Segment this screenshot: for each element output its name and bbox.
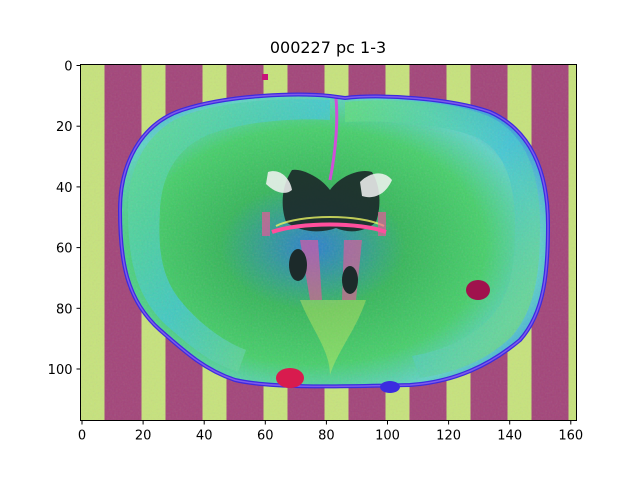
commissure-yellow (275, 216, 385, 227)
left-horn-highlight (266, 171, 292, 193)
x-tick-label: 20 (135, 429, 152, 444)
y-tick-label: 80 (56, 302, 73, 317)
y-tick-label: 0 (64, 60, 72, 75)
x-tick-label: 100 (375, 429, 400, 444)
x-tick-label: 160 (558, 429, 583, 444)
lower-yellow-region (300, 300, 366, 375)
x-tick-label: 140 (497, 429, 522, 444)
central-structure (262, 169, 392, 375)
right-pink-edge (378, 212, 386, 236)
y-axis: 0 20 40 60 80 100 (48, 60, 81, 378)
y-tick-label: 40 (56, 181, 73, 196)
bottom-red-blob (276, 368, 304, 388)
tissue-noise (120, 94, 548, 387)
right-red-blob (466, 280, 490, 300)
commissure-pink (271, 222, 387, 234)
x-tick-label: 120 (436, 429, 461, 444)
brain-section (118, 74, 550, 393)
x-tick-label: 0 (78, 429, 86, 444)
right-dark-nucleus (342, 266, 358, 294)
x-tick-label: 40 (196, 429, 213, 444)
right-horn-highlight (360, 173, 392, 198)
x-axis: 0 20 40 60 80 100 120 140 160 (78, 420, 583, 444)
top-dot (262, 74, 268, 80)
midline (328, 97, 339, 181)
plot-title: 000227 pc 1-3 (270, 38, 386, 57)
left-tract (300, 240, 322, 300)
image-area (80, 64, 577, 421)
left-dark-nucleus (289, 249, 307, 281)
left-pink-edge (262, 212, 270, 236)
x-tick-label: 60 (257, 429, 274, 444)
y-tick-label: 20 (56, 120, 73, 135)
x-tick-label: 80 (318, 429, 335, 444)
ventricle-core (282, 169, 380, 232)
y-tick-label: 100 (48, 363, 73, 378)
axes-frame (80, 64, 577, 421)
bottom-blue-blob (380, 381, 400, 393)
y-tick-label: 60 (56, 242, 73, 257)
